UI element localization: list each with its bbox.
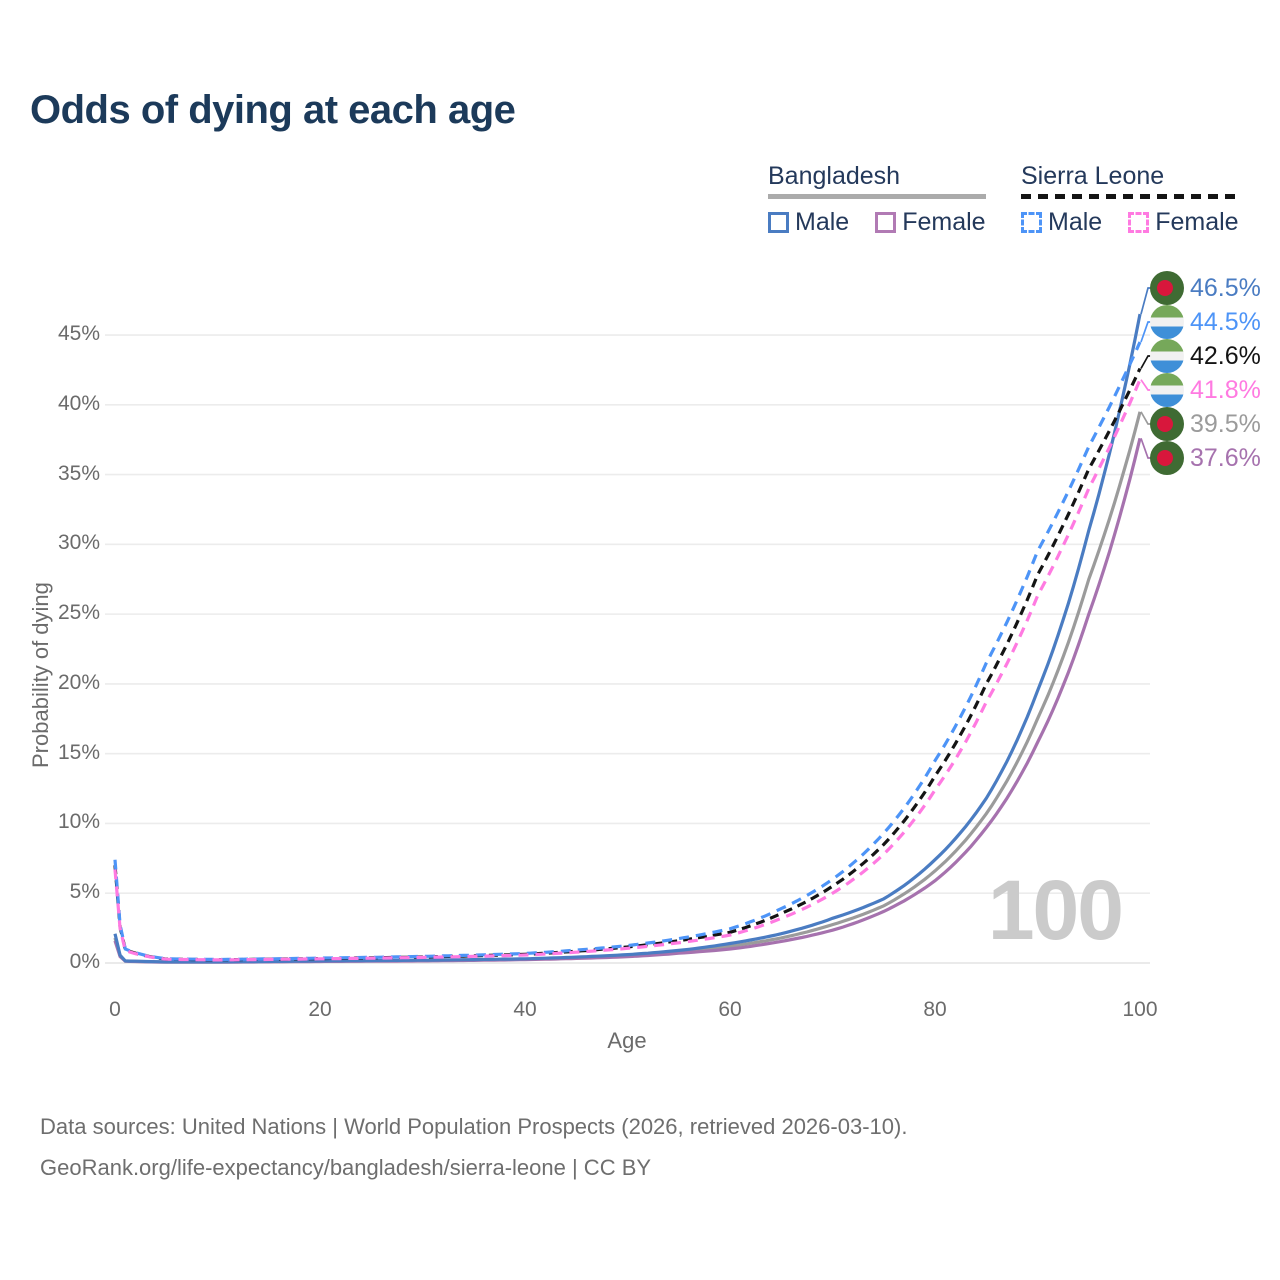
legend-label-bangladesh-female[interactable]: Female	[902, 208, 986, 236]
legend-underline-sierra-leone	[1021, 194, 1239, 199]
legend-group-label-sierra-leone: Sierra Leone	[1021, 162, 1165, 190]
legend-group-sierra-leone: Sierra Leone Male Female	[1021, 162, 1239, 237]
legend-swatch-bangladesh-male[interactable]	[768, 212, 789, 233]
end-label-value: 41.8%	[1190, 375, 1261, 404]
y-tick-label: 15%	[57, 740, 100, 764]
bangladesh-flag-icon	[1150, 271, 1184, 305]
series-line-sierra-leone-male	[113, 341, 1142, 962]
end-label-value: 39.5%	[1190, 409, 1261, 438]
y-tick-label: 5%	[69, 880, 100, 904]
x-tick-label: 100	[1122, 998, 1158, 1021]
legend-underline-bangladesh	[768, 194, 986, 199]
end-label-bangladesh-male: 46.5%	[1150, 271, 1261, 305]
x-tick-label: 60	[718, 998, 742, 1021]
end-label-value: 46.5%	[1190, 273, 1261, 302]
sierra-leone-flag-icon	[1150, 339, 1184, 373]
y-tick-label: 10%	[57, 810, 100, 834]
y-tick-label: 30%	[57, 531, 100, 555]
series-line-bangladesh-male	[113, 313, 1142, 964]
footer-data-sources: Data sources: United Nations | World Pop…	[40, 1114, 908, 1139]
series-line-bangladesh-female	[113, 437, 1142, 964]
x-tick-label: 40	[513, 998, 537, 1021]
footer: Data sources: United Nations | World Pop…	[40, 1106, 907, 1188]
page-title: Odds of dying at each age	[30, 88, 516, 132]
legend-group-label-bangladesh: Bangladesh	[768, 162, 901, 190]
end-label-bangladesh-female: 37.6%	[1150, 441, 1261, 475]
series-line-sierra-leone-female	[113, 379, 1142, 962]
legend-label-bangladesh-male[interactable]: Male	[795, 208, 850, 236]
legend-group-bangladesh: Bangladesh Male Female	[768, 162, 986, 237]
series-line-sierra-leone-total	[113, 367, 1142, 962]
end-label-value: 44.5%	[1190, 307, 1261, 336]
y-tick-label: 0%	[69, 950, 100, 973]
y-tick-label: 20%	[57, 670, 100, 694]
x-tick-label: 0	[109, 998, 121, 1021]
legend-label-sierra-leone-male[interactable]: Male	[1048, 208, 1103, 236]
x-tick-label: 20	[308, 998, 332, 1021]
end-label-sierra-leone-female: 41.8%	[1150, 373, 1261, 407]
y-tick-label: 40%	[57, 391, 100, 415]
legend-swatch-sierra-leone-male[interactable]	[1021, 212, 1042, 233]
sierra-leone-flag-icon	[1150, 373, 1184, 407]
sierra-leone-flag-icon	[1150, 305, 1184, 339]
age-counter-watermark: 100	[987, 863, 1124, 957]
end-label-value: 37.6%	[1190, 443, 1261, 472]
y-tick-label: 35%	[57, 461, 100, 485]
legend-swatch-sierra-leone-female[interactable]	[1128, 212, 1150, 233]
legend-swatch-bangladesh-female[interactable]	[875, 212, 897, 233]
y-tick-label: 25%	[57, 601, 100, 625]
footer-attribution: GeoRank.org/life-expectancy/bangladesh/s…	[40, 1155, 652, 1180]
legend-label-sierra-leone-female[interactable]: Female	[1155, 208, 1239, 236]
series-line-bangladesh-total	[113, 411, 1142, 964]
x-tick-label: 80	[923, 998, 947, 1021]
y-tick-label: 45%	[57, 322, 100, 346]
bangladesh-flag-icon	[1150, 441, 1184, 475]
bangladesh-flag-icon	[1150, 407, 1184, 441]
end-label-bangladesh-total: 39.5%	[1150, 407, 1261, 441]
end-label-sierra-leone-total: 42.6%	[1150, 339, 1261, 373]
x-axis-title: Age	[607, 1028, 647, 1053]
end-label-value: 42.6%	[1190, 341, 1261, 370]
end-label-sierra-leone-male: 44.5%	[1150, 305, 1261, 339]
